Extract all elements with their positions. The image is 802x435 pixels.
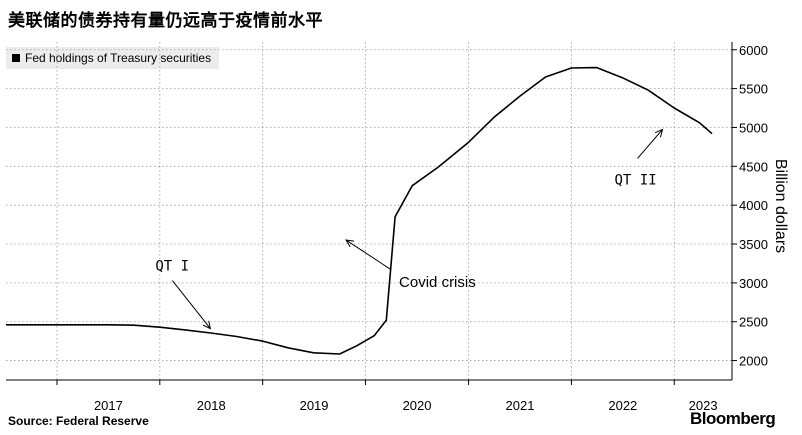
- x-tick-label: 2018: [197, 398, 226, 413]
- legend-label: Fed holdings of Treasury securities: [25, 51, 212, 65]
- x-tick-label: 2022: [608, 398, 637, 413]
- legend-swatch: [12, 54, 20, 62]
- y-tick-label: 4500: [739, 159, 768, 174]
- y-tick-label: 4000: [739, 198, 768, 213]
- y-axis-label: Billion dollars: [772, 159, 789, 253]
- y-tick-label: 5000: [739, 120, 768, 135]
- source-text: Source: Federal Reserve: [8, 414, 149, 428]
- tick-layer: 2000 2500 3000 3500 4000 4500 5000 5500 6000 2017…: [6, 42, 789, 413]
- y-tick-label: 2500: [739, 315, 768, 330]
- x-tick-label: 2020: [403, 398, 432, 413]
- y-tick-label: 3000: [739, 276, 768, 291]
- plot-layer: [6, 66, 713, 355]
- arrow-qt2-shaft: [637, 129, 663, 159]
- annotation-covid: Covid crisis: [399, 274, 476, 291]
- arrow-qt1-head: [202, 320, 212, 330]
- x-tick-label: 2021: [506, 398, 535, 413]
- arrow-qt1-shaft: [171, 280, 211, 329]
- annotation-qt1: QT I: [155, 259, 189, 275]
- series-line: [6, 66, 713, 355]
- y-tick-label: 3500: [739, 237, 768, 252]
- arrow-covid-head: [345, 239, 355, 248]
- x-tick-label: 2017: [94, 398, 123, 413]
- y-tick-label: 6000: [739, 43, 768, 58]
- arrow-covid-shaft: [345, 239, 391, 270]
- annotation-layer: QT I Covid crisis QT II: [155, 128, 664, 330]
- x-tick-label: 2019: [300, 398, 329, 413]
- grid-layer: [6, 42, 732, 380]
- annotation-qt2: QT II: [615, 172, 657, 188]
- brand-logo: Bloomberg: [690, 409, 776, 428]
- chart-title: 美联储的债券持有量仍远高于疫情前水平: [8, 11, 323, 31]
- x-tick-label: 2023: [689, 398, 718, 413]
- y-tick-label: 2000: [739, 354, 768, 369]
- y-tick-label: 5500: [739, 82, 768, 97]
- legend: Fed holdings of Treasury securities: [6, 47, 220, 69]
- arrow-qt2-head: [654, 128, 664, 138]
